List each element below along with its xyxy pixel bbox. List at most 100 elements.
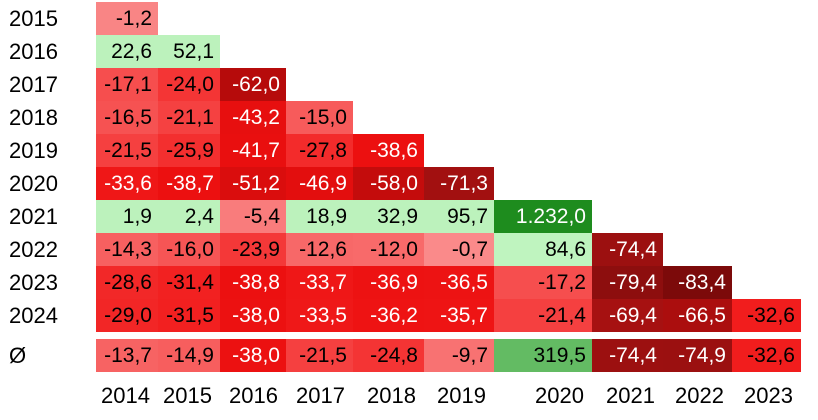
- cell-2023-2016: -38,8: [220, 266, 286, 299]
- triangle-row-2020: 2020 -33,6 -38,7 -51,2 -46,9 -58,0 -71,3: [0, 167, 818, 200]
- cell-2019-2017: -27,8: [286, 134, 353, 167]
- cell-2024-2019: -35,7: [424, 299, 494, 332]
- cell-2019-2018: -38,6: [353, 134, 424, 167]
- cell-2023-2018: -36,9: [353, 266, 424, 299]
- cell-2022-2014: -14,3: [96, 233, 158, 266]
- cell-2018-2015: -21,1: [158, 101, 220, 134]
- x-axis-label-2020: 2020: [494, 380, 592, 412]
- cell-2021-2015: 2,4: [158, 200, 220, 233]
- x-axis-label-2023: 2023: [732, 380, 801, 412]
- row-label-2021: 2021: [9, 204, 58, 229]
- triangle-row-2024: 2024 -29,0 -31,5 -38,0 -33,5 -36,2 -35,7 -21,4-…: [0, 299, 818, 332]
- triangle-row-2015: 2015 -1,2: [0, 2, 818, 35]
- cell-2023-2015: -31,4: [158, 266, 220, 299]
- triangle-row-2021: 2021 1,9 2,4 -5,4 18,9 32,9 95,7 1.232,0: [0, 200, 818, 233]
- cell-2024-2016: -38,0: [220, 299, 286, 332]
- x-axis-label-2022: 2022: [663, 380, 732, 412]
- x-axis-label-2017: 2017: [286, 380, 353, 412]
- row-label-2024: 2024: [9, 303, 58, 328]
- cell-2018-2017: -15,0: [286, 101, 353, 134]
- row-label-2016: 2016: [9, 39, 58, 64]
- cell-2022-2018: -12,0: [353, 233, 424, 266]
- cell-2022-2019: -0,7: [424, 233, 494, 266]
- cell-2022-2017: -12,6: [286, 233, 353, 266]
- cell-2024-2020: -21,4: [494, 299, 592, 332]
- cell-Ø-2014: -13,7: [96, 339, 158, 372]
- cell-2023-2017: -33,7: [286, 266, 353, 299]
- cell-Ø-2015: -14,9: [158, 339, 220, 372]
- cell-2021-2016: -5,4: [220, 200, 286, 233]
- cell-2024-2021: -69,4: [592, 299, 663, 332]
- row-label-average: Ø: [9, 343, 27, 368]
- cell-2019-2016: -41,7: [220, 134, 286, 167]
- x-axis-label-2015: 2015: [158, 380, 220, 412]
- cell-2023-2014: -28,6: [96, 266, 158, 299]
- cell-2016-2015: 52,1: [158, 35, 220, 68]
- cell-2016-2014: 22,6: [96, 35, 158, 68]
- row-label-2017: 2017: [9, 72, 58, 97]
- row-label-2019: 2019: [9, 138, 58, 163]
- cell-2021-2020: 1.232,0: [494, 200, 592, 233]
- row-label-2018: 2018: [9, 105, 58, 130]
- cell-2017-2015: -24,0: [158, 68, 220, 101]
- cell-2019-2015: -25,9: [158, 134, 220, 167]
- x-axis-row: 2014 2015 2016 2017 2018 2019 2020 2021 2022 2023: [0, 380, 818, 412]
- cell-2018-2014: -16,5: [96, 101, 158, 134]
- cell-2019-2014: -21,5: [96, 134, 158, 167]
- cell-Ø-2018: -24,8: [353, 339, 424, 372]
- x-axis-label-2019: 2019: [424, 380, 494, 412]
- cell-2021-2019: 95,7: [424, 200, 494, 233]
- cell-2023-2019: -36,5: [424, 266, 494, 299]
- x-axis-label-2014: 2014: [96, 380, 158, 412]
- cell-Ø-2016: -38,0: [220, 339, 286, 372]
- row-label-2023: 2023: [9, 270, 58, 295]
- triangle-row-2022: 2022 -14,3 -16,0 -23,9 -12,6 -12,0 -0,7 84,6 -74…: [0, 233, 818, 266]
- cell-2020-2015: -38,7: [158, 167, 220, 200]
- x-axis-label-2021: 2021: [592, 380, 663, 412]
- cell-2023-2022: -83,4: [663, 266, 732, 299]
- x-axis-label-2018: 2018: [353, 380, 424, 412]
- cell-2017-2014: -17,1: [96, 68, 158, 101]
- cell-2024-2022: -66,5: [663, 299, 732, 332]
- row-label-2022: 2022: [9, 237, 58, 262]
- cell-2022-2021: -74,4: [592, 233, 663, 266]
- cell-2022-2020: 84,6: [494, 233, 592, 266]
- cell-2020-2018: -58,0: [353, 167, 424, 200]
- cell-Ø-2017: -21,5: [286, 339, 353, 372]
- cell-2024-2017: -33,5: [286, 299, 353, 332]
- triangle-row-2018: 2018 -16,5 -21,1 -43,2 -15,0: [0, 101, 818, 134]
- cell-Ø-2023: -32,6: [732, 339, 801, 372]
- triangle-row-Ø: Ø -13,7 -14,9 -38,0 -21,5 -24,8 -9,7 319,5 -74,4…: [0, 339, 818, 372]
- cell-2023-2021: -79,4: [592, 266, 663, 299]
- cell-2024-2015: -31,5: [158, 299, 220, 332]
- cell-2017-2016: -62,0: [220, 68, 286, 101]
- cell-Ø-2022: -74,9: [663, 339, 732, 372]
- cell-2021-2018: 32,9: [353, 200, 424, 233]
- cell-2020-2016: -51,2: [220, 167, 286, 200]
- cell-2024-2018: -36,2: [353, 299, 424, 332]
- triangle-row-2019: 2019 -21,5 -25,9 -41,7 -27,8 -38,6: [0, 134, 818, 167]
- row-label-2015: 2015: [9, 6, 58, 31]
- triangle-row-2016: 2016 22,6 52,1: [0, 35, 818, 68]
- cell-Ø-2019: -9,7: [424, 339, 494, 372]
- cell-2024-2023: -32,6: [732, 299, 801, 332]
- cell-2022-2016: -23,9: [220, 233, 286, 266]
- heatmap-grid: 2015 -1,2 2016 22,6 52,1 2017 -17,1 -24,0 -62,0 2…: [0, 2, 818, 412]
- cell-2020-2019: -71,3: [424, 167, 494, 200]
- x-axis-spacer: [0, 380, 96, 412]
- row-label-2020: 2020: [9, 171, 58, 196]
- cell-2023-2020: -17,2: [494, 266, 592, 299]
- triangle-row-2017: 2017 -17,1 -24,0 -62,0: [0, 68, 818, 101]
- cell-2018-2016: -43,2: [220, 101, 286, 134]
- cell-2024-2014: -29,0: [96, 299, 158, 332]
- cell-2022-2015: -16,0: [158, 233, 220, 266]
- x-axis-label-2016: 2016: [220, 380, 286, 412]
- cell-Ø-2020: 319,5: [494, 339, 592, 372]
- triangle-row-2023: 2023 -28,6 -31,4 -38,8 -33,7 -36,9 -36,5 -17,2-…: [0, 266, 818, 299]
- cell-2020-2017: -46,9: [286, 167, 353, 200]
- cell-2020-2014: -33,6: [96, 167, 158, 200]
- cell-2021-2014: 1,9: [96, 200, 158, 233]
- cell-2015-2014: -1,2: [96, 2, 158, 35]
- cell-2021-2017: 18,9: [286, 200, 353, 233]
